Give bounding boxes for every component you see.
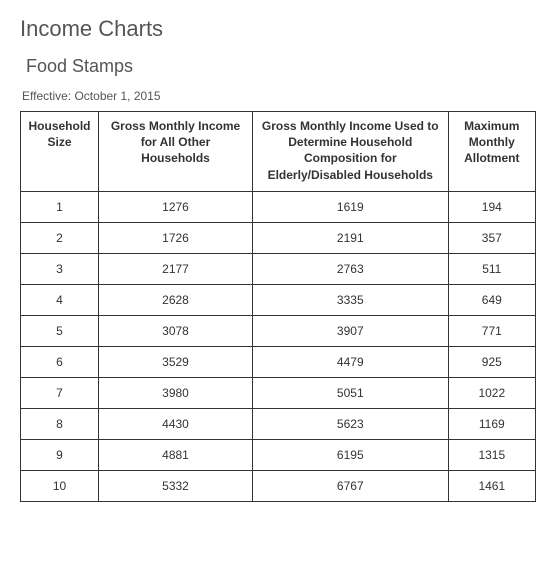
table-row: 7 3980 5051 1022 (21, 377, 536, 408)
table-body: 1 1276 1619 194 2 1726 2191 357 3 2177 2… (21, 191, 536, 501)
cell-gross-elderly: 2763 (252, 253, 448, 284)
cell-max-allotment: 925 (448, 346, 535, 377)
cell-gross-elderly: 4479 (252, 346, 448, 377)
cell-household-size: 5 (21, 315, 99, 346)
col-header-gross-income-all: Gross Monthly Income for All Other House… (99, 112, 253, 192)
cell-household-size: 9 (21, 439, 99, 470)
cell-gross-all: 1276 (99, 191, 253, 222)
cell-max-allotment: 649 (448, 284, 535, 315)
cell-household-size: 10 (21, 470, 99, 501)
cell-household-size: 4 (21, 284, 99, 315)
cell-gross-elderly: 3907 (252, 315, 448, 346)
table-header-row: Household Size Gross Monthly Income for … (21, 112, 536, 192)
section-title: Food Stamps (26, 56, 536, 77)
effective-date: Effective: October 1, 2015 (22, 89, 536, 103)
cell-household-size: 3 (21, 253, 99, 284)
cell-max-allotment: 511 (448, 253, 535, 284)
table-row: 10 5332 6767 1461 (21, 470, 536, 501)
page-title: Income Charts (20, 16, 536, 42)
cell-gross-all: 2628 (99, 284, 253, 315)
cell-gross-all: 1726 (99, 222, 253, 253)
cell-household-size: 2 (21, 222, 99, 253)
cell-gross-elderly: 6767 (252, 470, 448, 501)
cell-gross-all: 2177 (99, 253, 253, 284)
cell-gross-elderly: 5051 (252, 377, 448, 408)
cell-gross-all: 4881 (99, 439, 253, 470)
cell-gross-all: 5332 (99, 470, 253, 501)
cell-gross-elderly: 2191 (252, 222, 448, 253)
table-row: 6 3529 4479 925 (21, 346, 536, 377)
table-row: 2 1726 2191 357 (21, 222, 536, 253)
cell-gross-all: 3078 (99, 315, 253, 346)
table-row: 9 4881 6195 1315 (21, 439, 536, 470)
cell-household-size: 1 (21, 191, 99, 222)
cell-gross-all: 4430 (99, 408, 253, 439)
cell-max-allotment: 1315 (448, 439, 535, 470)
income-table: Household Size Gross Monthly Income for … (20, 111, 536, 502)
table-row: 3 2177 2763 511 (21, 253, 536, 284)
table-row: 4 2628 3335 649 (21, 284, 536, 315)
table-row: 5 3078 3907 771 (21, 315, 536, 346)
cell-max-allotment: 194 (448, 191, 535, 222)
table-row: 8 4430 5623 1169 (21, 408, 536, 439)
table-row: 1 1276 1619 194 (21, 191, 536, 222)
cell-household-size: 7 (21, 377, 99, 408)
cell-max-allotment: 1461 (448, 470, 535, 501)
cell-gross-elderly: 6195 (252, 439, 448, 470)
cell-household-size: 8 (21, 408, 99, 439)
cell-gross-all: 3529 (99, 346, 253, 377)
col-header-gross-income-elderly: Gross Monthly Income Used to Determine H… (252, 112, 448, 192)
col-header-household-size: Household Size (21, 112, 99, 192)
cell-max-allotment: 1022 (448, 377, 535, 408)
cell-gross-elderly: 3335 (252, 284, 448, 315)
cell-max-allotment: 357 (448, 222, 535, 253)
cell-household-size: 6 (21, 346, 99, 377)
cell-gross-elderly: 1619 (252, 191, 448, 222)
col-header-max-allotment: Maximum Monthly Allotment (448, 112, 535, 192)
cell-gross-all: 3980 (99, 377, 253, 408)
cell-max-allotment: 771 (448, 315, 535, 346)
cell-gross-elderly: 5623 (252, 408, 448, 439)
cell-max-allotment: 1169 (448, 408, 535, 439)
